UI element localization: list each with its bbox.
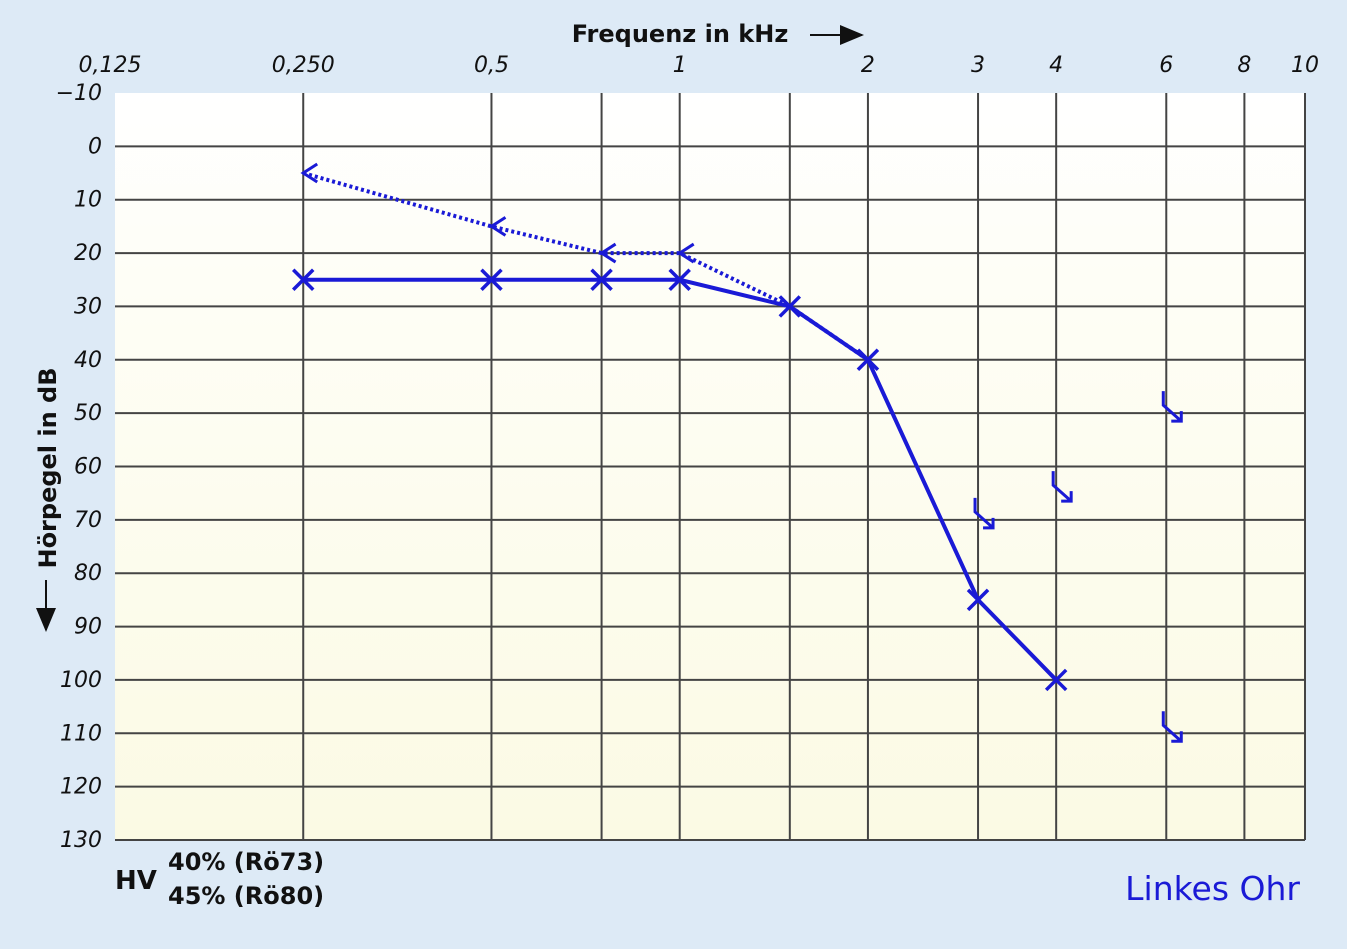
x-tick-label: 0,5 — [474, 53, 509, 78]
hv-label: HV — [115, 866, 157, 896]
x-tick-label: 2 — [861, 53, 875, 78]
x-tick-label: 0,125 — [79, 53, 142, 78]
y-tick-label: 100 — [60, 668, 102, 693]
y-tick-label: 110 — [60, 721, 102, 746]
hv-value-2: 45% (Rö80) — [168, 882, 324, 910]
x-tick-label: 3 — [971, 53, 985, 78]
air-conduction-marker — [966, 588, 990, 612]
x-tick-label: 10 — [1291, 53, 1319, 78]
no-response-marker — [973, 497, 995, 530]
hv-value-1: 40% (Rö73) — [168, 848, 324, 876]
air-conduction-marker — [590, 268, 613, 291]
horizontal-grid — [115, 145, 1305, 841]
y-tick-label: 50 — [74, 401, 102, 426]
bone-conduction-marker — [488, 216, 507, 237]
series-layer — [291, 162, 1183, 743]
y-tick-label: 40 — [74, 348, 102, 373]
bone-conduction-marker — [300, 162, 319, 184]
ear-label: Linkes Ohr — [1125, 869, 1300, 908]
y-tick-label: 70 — [74, 508, 102, 533]
air-conduction-marker — [480, 268, 503, 291]
y-axis-title: Hörpegel in dB — [34, 367, 62, 568]
y-tick-label: 20 — [74, 241, 102, 266]
x-tick-label: 4 — [1049, 53, 1063, 78]
vertical-grid — [302, 93, 1306, 840]
y-tick-label: 120 — [60, 775, 102, 800]
air-conduction-line — [303, 277, 1058, 682]
y-tick-label: 130 — [60, 828, 102, 853]
x-tick-label: 6 — [1159, 53, 1173, 78]
x-tick-label: 0,250 — [272, 53, 335, 78]
y-tick-label: 0 — [88, 134, 102, 159]
no-response-marker — [1051, 471, 1073, 503]
x-tick-label: 1 — [673, 53, 687, 78]
y-tick-label: 10 — [74, 188, 102, 213]
y-tick-label: 80 — [74, 561, 102, 586]
bone-conduction-marker — [598, 242, 617, 264]
y-tick-labels: −10 0 10 20 30 40 50 60 70 80 90 100 110 120 130 — [56, 81, 102, 853]
bone-conduction-line — [302, 171, 870, 362]
air-conduction-marker — [668, 268, 691, 291]
air-conduction-marker — [778, 295, 802, 318]
y-tick-label: 30 — [74, 294, 102, 319]
y-tick-label: 90 — [74, 615, 102, 640]
y-tick-label: −10 — [56, 81, 102, 106]
no-response-marker — [1161, 391, 1183, 423]
air-conduction-marker — [291, 268, 315, 291]
air-conduction-marker — [856, 348, 880, 372]
y-tick-label: 60 — [74, 455, 102, 480]
no-response-marker — [1161, 711, 1183, 743]
x-tick-labels: 0,125 0,250 0,5 1 2 3 4 6 8 10 — [79, 53, 1319, 78]
x-axis-title: Frequenz in kHz — [572, 20, 789, 48]
x-tick-label: 8 — [1237, 53, 1251, 78]
air-conduction-marker — [1044, 668, 1068, 692]
bone-conduction-marker — [676, 242, 695, 264]
